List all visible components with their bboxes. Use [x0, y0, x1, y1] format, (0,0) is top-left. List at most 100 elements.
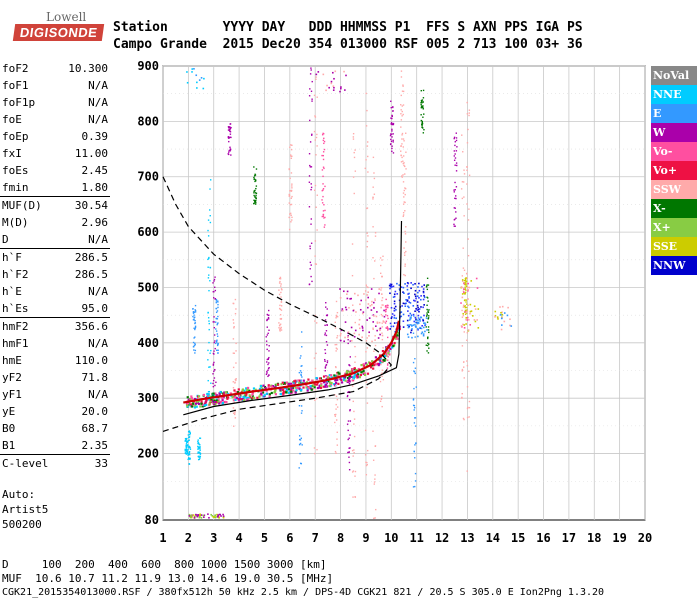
echo-point	[354, 329, 357, 332]
echo-point	[378, 288, 381, 290]
echo-point	[189, 397, 192, 401]
echo-point	[280, 326, 282, 329]
echo-point	[374, 260, 376, 262]
echo-point	[204, 402, 207, 405]
echo-point	[380, 373, 383, 375]
echo-point	[200, 517, 203, 519]
echo-point	[243, 389, 246, 392]
echo-point	[291, 216, 293, 219]
echo-point	[243, 395, 246, 398]
echo-point	[374, 445, 377, 447]
echo-point	[322, 139, 325, 142]
echo-point	[422, 319, 425, 322]
echo-point	[376, 322, 379, 324]
echo-point	[194, 316, 196, 318]
echo-point	[185, 450, 187, 452]
echo-point	[306, 389, 309, 392]
echo-point	[415, 307, 417, 310]
echo-point	[324, 209, 326, 212]
param-row: fmin 1.80	[0, 179, 110, 196]
echo-point	[340, 332, 342, 335]
echo-point	[352, 309, 355, 312]
echo-point	[194, 322, 196, 325]
echo-point	[402, 212, 405, 214]
echo-point	[200, 77, 203, 79]
echo-point	[208, 341, 210, 344]
echo-point	[198, 458, 201, 460]
echo-point	[315, 398, 318, 400]
echo-point	[338, 372, 341, 375]
echo-point	[418, 310, 420, 313]
echo-point	[196, 87, 198, 89]
echo-point	[318, 384, 321, 387]
echo-point	[406, 324, 409, 327]
echo-point	[465, 317, 468, 319]
echo-point	[468, 174, 471, 176]
echo-point	[507, 306, 509, 309]
echo-point	[420, 298, 422, 301]
echo-point	[403, 252, 406, 254]
echo-point	[372, 328, 374, 331]
echo-point	[310, 188, 312, 191]
echo-point	[222, 516, 225, 519]
echo-point	[386, 326, 389, 328]
echo-point	[187, 452, 189, 455]
echo-point	[379, 272, 382, 275]
echo-point	[414, 323, 416, 326]
param-row: yE 20.0	[0, 403, 110, 420]
echo-point	[350, 370, 353, 373]
echo-point	[335, 378, 339, 382]
echo-point	[234, 398, 237, 401]
echo-point	[400, 119, 403, 121]
echo-point	[428, 309, 430, 311]
echo-point	[406, 319, 409, 322]
echo-point	[387, 304, 389, 307]
echo-point	[279, 276, 282, 279]
echo-point	[426, 312, 428, 314]
echo-point	[408, 296, 410, 298]
echo-point	[280, 283, 282, 285]
echo-point	[368, 335, 370, 337]
logo-lowell: Lowell	[46, 10, 87, 24]
echo-point	[426, 314, 428, 316]
echo-point	[289, 388, 293, 391]
dashed-profile	[162, 176, 393, 432]
echo-point	[353, 156, 356, 159]
echo-point	[323, 217, 325, 219]
echo-point	[233, 327, 235, 329]
echo-point	[422, 291, 425, 294]
echo-point	[284, 390, 288, 393]
echo-point	[232, 302, 235, 305]
echo-point	[494, 316, 496, 318]
echo-point	[390, 286, 392, 289]
echo-point	[401, 156, 403, 159]
param-label: fmin	[2, 181, 29, 194]
param-label: foF1p	[2, 96, 36, 109]
echo-point	[270, 385, 273, 388]
echo-point	[346, 395, 349, 398]
echo-point	[340, 329, 343, 332]
echo-point	[193, 397, 197, 401]
echo-point	[265, 340, 268, 342]
echo-point	[324, 349, 326, 351]
legend-item: Vo-	[651, 142, 697, 161]
echo-point	[410, 317, 412, 320]
echo-point	[385, 352, 388, 355]
echo-point	[454, 197, 456, 200]
echo-point	[234, 412, 236, 414]
echo-point	[509, 318, 511, 321]
echo-point	[339, 90, 341, 93]
param-row: h`E N/A	[0, 283, 110, 300]
echo-point	[325, 334, 328, 337]
echo-point	[300, 379, 302, 381]
echo-point	[334, 421, 336, 424]
echo-point	[352, 455, 354, 457]
echo-point	[417, 317, 420, 319]
echo-point	[372, 198, 374, 200]
echo-point	[203, 77, 205, 80]
echo-point	[197, 445, 199, 448]
echo-point	[414, 485, 416, 488]
legend-item: Vo+	[651, 161, 697, 180]
echo-point	[300, 412, 303, 414]
echo-point	[382, 347, 384, 349]
